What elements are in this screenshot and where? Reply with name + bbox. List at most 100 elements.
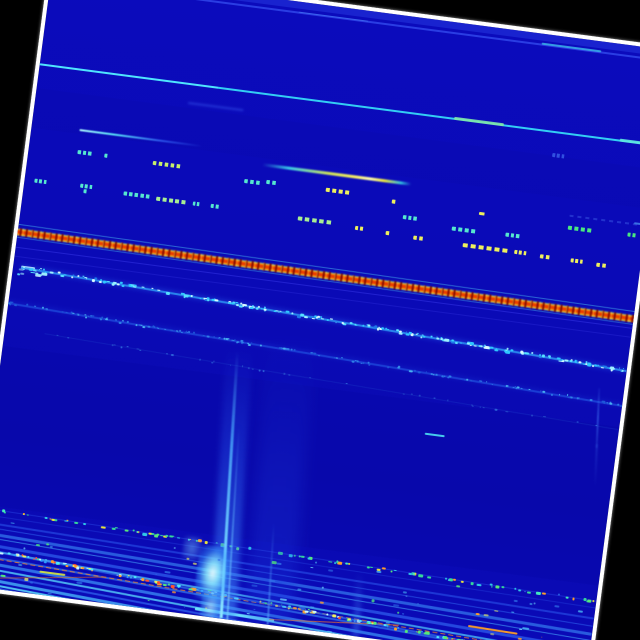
noisy-line-speckle: [373, 325, 378, 329]
noisy-line-speckle: [611, 367, 615, 371]
dotted-line-speckle: [587, 599, 592, 603]
noisy-line-speckle: [61, 310, 64, 313]
dotted-line-speckle: [424, 632, 427, 635]
noisy-line-speckle: [359, 362, 363, 365]
dotted-line-speckle: [204, 540, 208, 544]
noisy-line-speckle: [550, 393, 553, 396]
noisy-line-speckle: [166, 353, 168, 355]
dotted-line-speckle: [565, 596, 569, 599]
noisy-line-speckle: [398, 332, 403, 336]
burst-dash-cluster: [596, 262, 609, 268]
noisy-line-speckle: [199, 359, 201, 361]
noise-dot: [18, 268, 24, 272]
noisy-line-speckle: [484, 346, 490, 350]
noisy-line-speckle: [300, 313, 305, 317]
noisy-line-speckle: [250, 341, 253, 343]
spectral-line: [619, 139, 640, 147]
noise-dot: [310, 566, 314, 569]
burst-dash-cluster: [244, 178, 263, 185]
burst-dash-cluster: [570, 258, 585, 264]
noisy-line-speckle: [620, 370, 623, 373]
dotted-line-speckle: [176, 536, 181, 539]
background-shade-band: [51, 0, 640, 58]
noisy-line-speckle: [626, 370, 629, 373]
noisy-line-speckle: [561, 359, 563, 361]
noisy-line-speckle: [345, 382, 348, 385]
dotted-line-speckle: [26, 514, 29, 516]
dotted-line-speckle: [51, 561, 54, 564]
noisy-line-speckle: [418, 371, 421, 374]
dotted-line-speckle: [390, 570, 393, 573]
noisy-line-speckle: [251, 368, 254, 370]
dotted-line-speckle: [326, 613, 328, 616]
noisy-line-speckle: [520, 350, 524, 354]
vertical-streak: [352, 572, 364, 637]
dotted-line-speckle: [57, 563, 60, 565]
dotted-line-speckle: [100, 525, 107, 530]
noisy-line-speckle: [430, 335, 433, 337]
noisy-line-speckle: [340, 356, 343, 359]
noisy-line-speckle: [171, 354, 174, 356]
noise-dot: [518, 628, 522, 631]
noise-dot: [405, 595, 408, 598]
noise-dot: [10, 522, 15, 525]
dotted-line-speckle: [144, 579, 150, 583]
noise-dot: [174, 547, 177, 549]
noisy-line-speckle: [136, 347, 140, 350]
dotted-line-speckle: [86, 567, 89, 569]
noisy-line-speckle: [578, 361, 582, 364]
dotted-line-speckle: [518, 589, 522, 592]
dotted-line-speckle: [156, 581, 161, 585]
noisy-line-speckle: [385, 327, 388, 330]
noisy-line-speckle: [9, 301, 13, 304]
dotted-line-speckle: [170, 585, 176, 589]
dotted-line-speckle: [495, 585, 501, 589]
noisy-line-speckle: [431, 372, 433, 375]
noise-dot: [375, 570, 382, 574]
noisy-line-speckle: [354, 359, 357, 362]
noise-dot: [533, 602, 536, 605]
noisy-line-speckle: [214, 298, 219, 302]
noise-dot: [554, 605, 560, 609]
dotted-line-speckle: [366, 621, 369, 624]
noisy-line-speckle: [380, 326, 385, 330]
burst-dash-cluster: [192, 201, 202, 206]
noisy-line-speckle: [315, 316, 318, 319]
noisy-line-speckle: [405, 330, 408, 333]
noisy-line-speckle: [442, 376, 445, 379]
noisy-line-speckle: [279, 310, 282, 313]
noisy-line-speckle: [452, 339, 454, 341]
noisy-line-speckle: [586, 363, 591, 367]
dotted-line-speckle: [76, 566, 80, 570]
noisy-line-speckle: [303, 315, 308, 318]
noisy-line-speckle: [510, 348, 514, 352]
noisy-line-speckle: [122, 319, 125, 322]
dotted-line-speckle: [447, 578, 451, 581]
dotted-line-speckle: [460, 580, 464, 583]
noisy-line-speckle: [454, 341, 458, 344]
noisy-line-speckle: [187, 330, 191, 333]
noise-dot: [30, 581, 33, 584]
noisy-line-speckle: [597, 364, 599, 366]
noisy-line-speckle: [417, 332, 419, 335]
noisy-line-speckle: [238, 304, 243, 308]
burst-dash-cluster: [155, 196, 189, 205]
noisy-line-speckle: [465, 378, 469, 381]
dotted-line-speckle: [64, 564, 69, 568]
dotted-line-speckle: [470, 582, 474, 586]
glow-blob: [198, 591, 223, 623]
dotted-line-speckle: [418, 574, 424, 579]
dotted-line-speckle: [347, 562, 351, 565]
noise-dot: [227, 567, 230, 569]
burst-dash-cluster: [80, 183, 95, 189]
noisy-line-speckle: [413, 369, 416, 372]
noisy-line-speckle: [275, 309, 279, 312]
noisy-line-speckle: [152, 325, 155, 328]
dotted-line-speckle: [535, 591, 541, 595]
noisy-line-speckle: [138, 349, 141, 352]
burst-dash-cluster: [210, 203, 221, 209]
noisy-line-speckle: [409, 370, 413, 373]
dotted-line-speckle: [328, 560, 332, 564]
dotted-line-speckle: [404, 629, 409, 633]
